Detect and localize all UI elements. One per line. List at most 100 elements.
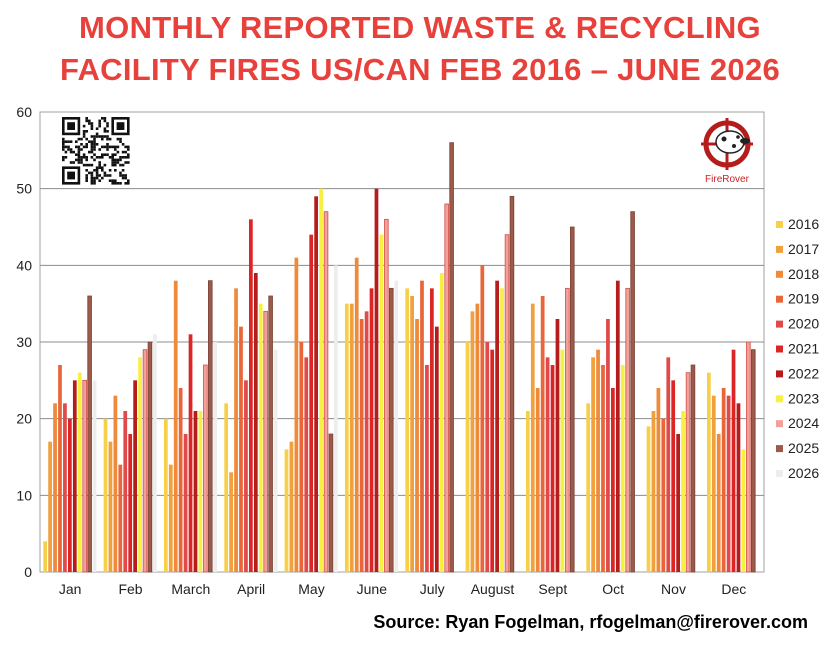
bar-2020-may [304, 357, 309, 572]
bar-2023-nov [681, 411, 685, 572]
chart-title-line2: FACILITY FIRES US/CAN FEB 2016 – JUNE 20… [59, 52, 781, 87]
bar-2026-feb [153, 334, 157, 572]
bar-2019-feb [118, 464, 123, 572]
x-tick-label: Feb [118, 581, 142, 597]
bar-2024-may [323, 211, 329, 573]
x-tick-label: March [171, 581, 210, 597]
bar-2021-march [188, 334, 193, 572]
bar-2025-nov [690, 364, 696, 573]
bar-2020-feb [123, 411, 128, 572]
bar-2022-april [253, 273, 258, 572]
bar-2025-august [509, 195, 515, 573]
bar-2026-jan [92, 380, 97, 572]
legend: 2016 2017 2018 2019 2020 2021 2022 2023 2024 2025… [776, 216, 819, 481]
bar-2018-nov [656, 388, 661, 572]
legend-swatch-2025 [776, 445, 783, 453]
bar-2019-july [420, 280, 424, 572]
bar-2018-dec [716, 434, 721, 572]
bar-2022-dec [736, 403, 741, 572]
bar-2020-march [183, 434, 188, 572]
bar-2023-oct [620, 365, 625, 572]
bar-2018-april [234, 288, 238, 572]
bar-2016-nov [646, 426, 651, 572]
bar-2021-august [490, 349, 495, 572]
qr-code-icon [60, 115, 132, 187]
legend-swatch-2023 [776, 395, 783, 403]
legend-label-2016: 2016 [788, 216, 819, 232]
bar-2018-march [173, 280, 178, 572]
bar-2025-july [449, 142, 454, 573]
bar-2017-nov [651, 411, 656, 572]
bar-2017-sept [530, 303, 535, 572]
bar-2022-august [495, 280, 500, 572]
y-tick-label: 20 [16, 411, 32, 427]
bar-2020-sept [545, 357, 550, 572]
legend-swatch-2021 [776, 345, 783, 353]
bar-2024-jan [82, 379, 87, 573]
bar-2018-august [475, 303, 480, 572]
legend-swatch-2022 [776, 370, 783, 378]
bar-2017-june [349, 303, 354, 572]
bar-2024-sept [565, 287, 570, 573]
bar-2019-nov [661, 418, 666, 572]
bar-2025-june [389, 287, 394, 573]
bar-2024-oct [625, 287, 630, 573]
bar-2021-nov [671, 380, 676, 572]
legend-label-2018: 2018 [788, 266, 819, 282]
bar-2020-april [244, 380, 248, 572]
bar-2018-sept [535, 388, 540, 572]
bar-2016-may [284, 449, 289, 572]
bar-2022-march [193, 411, 198, 572]
logo: FireRover [701, 118, 753, 185]
bar-2025-sept [570, 226, 575, 573]
bar-2025-may [328, 433, 334, 573]
x-tick-label: Oct [602, 581, 624, 597]
bar-2016-jan [43, 541, 48, 572]
bar-2021-feb [128, 434, 133, 572]
y-tick-label: 40 [16, 257, 32, 273]
bar-2017-march [168, 464, 173, 572]
bar-2019-march [178, 388, 183, 572]
bar-2018-july [415, 319, 419, 572]
bar-2016-feb [103, 418, 108, 572]
bar-2019-august [480, 265, 485, 572]
bar-2016-dec [706, 372, 711, 572]
bar-2020-august [485, 342, 490, 572]
bar-2016-oct [586, 403, 591, 572]
bar-2021-sept [550, 365, 555, 572]
bar-2017-dec [711, 395, 716, 572]
bar-2021-july [429, 288, 434, 572]
legend-swatch-2026 [776, 470, 783, 477]
bar-2026-march [213, 342, 218, 572]
x-tick-label: August [471, 581, 515, 597]
legend-swatch-2019 [776, 295, 783, 303]
x-tick-label: Sept [538, 581, 567, 597]
bar-2026-may [334, 265, 338, 572]
x-tick-label: May [298, 581, 324, 597]
bar-2019-june [359, 319, 364, 572]
bar-2024-feb [142, 349, 148, 573]
bar-2024-march [203, 364, 208, 573]
chart-title-line1: MONTHLY REPORTED WASTE & RECYCLING [79, 10, 761, 45]
bar-2020-oct [606, 319, 610, 572]
bar-2016-april [224, 403, 229, 572]
x-tick-label: Dec [721, 581, 746, 597]
bar-2020-nov [666, 357, 671, 572]
bar-2022-june [374, 188, 379, 572]
bar-2023-may [319, 188, 323, 572]
bar-2019-jan [58, 365, 62, 572]
legend-swatch-2020 [776, 320, 783, 328]
bar-2018-may [294, 257, 299, 572]
bar-2022-nov [676, 434, 681, 572]
bar-2019-may [299, 342, 304, 572]
x-tick-label: July [420, 581, 445, 597]
bar-2016-march [163, 418, 168, 572]
x-axis-ticks: Jan Feb March April May June July August Sept Oct… [59, 581, 746, 597]
bar-2023-jan [77, 372, 82, 572]
bar-2016-august [465, 342, 470, 572]
bar-2019-oct [601, 365, 605, 572]
bar-2025-feb [147, 341, 153, 573]
x-tick-label: Jan [59, 581, 82, 597]
bar-2023-feb [138, 357, 142, 572]
